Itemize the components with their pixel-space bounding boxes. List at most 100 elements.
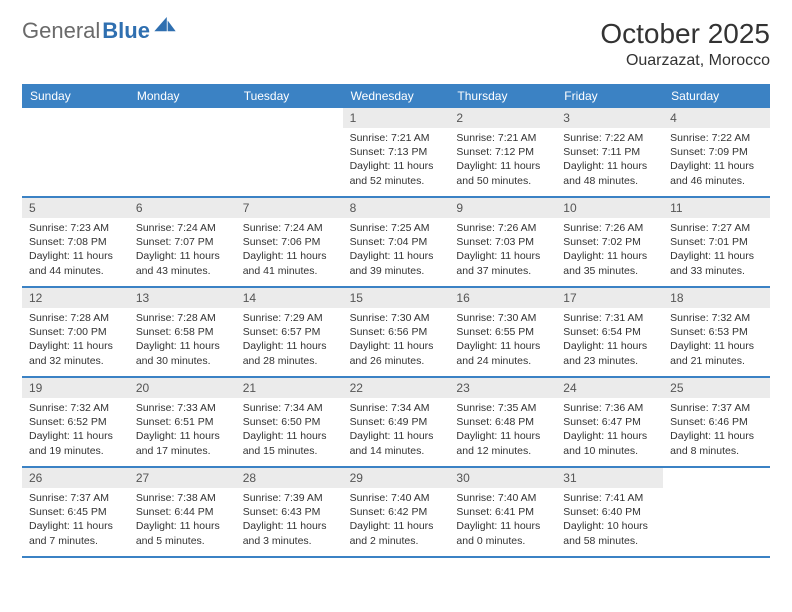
- sunrise-text: Sunrise: 7:28 AM: [136, 311, 229, 325]
- day-details: Sunrise: 7:26 AMSunset: 7:02 PMDaylight:…: [556, 218, 663, 284]
- day-number: 2: [449, 108, 556, 128]
- weekday-header: Saturday: [663, 84, 770, 108]
- sunrise-text: Sunrise: 7:21 AM: [456, 131, 549, 145]
- sunset-text: Sunset: 7:03 PM: [456, 235, 549, 249]
- daylight-text: Daylight: 11 hours and 14 minutes.: [350, 429, 443, 457]
- daylight-text: Daylight: 11 hours and 33 minutes.: [670, 249, 763, 277]
- day-number: 20: [129, 378, 236, 398]
- day-details: Sunrise: 7:37 AMSunset: 6:46 PMDaylight:…: [663, 398, 770, 464]
- day-number: 24: [556, 378, 663, 398]
- day-cell: 7Sunrise: 7:24 AMSunset: 7:06 PMDaylight…: [236, 198, 343, 286]
- day-details: [22, 128, 129, 137]
- brand-part1: General: [22, 18, 100, 44]
- day-details: Sunrise: 7:26 AMSunset: 7:03 PMDaylight:…: [449, 218, 556, 284]
- sunset-text: Sunset: 6:55 PM: [456, 325, 549, 339]
- daylight-text: Daylight: 11 hours and 3 minutes.: [243, 519, 336, 547]
- daylight-text: Daylight: 11 hours and 23 minutes.: [563, 339, 656, 367]
- sunset-text: Sunset: 6:51 PM: [136, 415, 229, 429]
- sunrise-text: Sunrise: 7:40 AM: [456, 491, 549, 505]
- sunrise-text: Sunrise: 7:32 AM: [29, 401, 122, 415]
- day-number: 12: [22, 288, 129, 308]
- day-cell: 31Sunrise: 7:41 AMSunset: 6:40 PMDayligh…: [556, 468, 663, 556]
- weekday-header: Thursday: [449, 84, 556, 108]
- day-number: 29: [343, 468, 450, 488]
- sunrise-text: Sunrise: 7:26 AM: [563, 221, 656, 235]
- sunrise-text: Sunrise: 7:33 AM: [136, 401, 229, 415]
- calendar-week: 26Sunrise: 7:37 AMSunset: 6:45 PMDayligh…: [22, 468, 770, 558]
- day-cell: 13Sunrise: 7:28 AMSunset: 6:58 PMDayligh…: [129, 288, 236, 376]
- daylight-text: Daylight: 11 hours and 50 minutes.: [456, 159, 549, 187]
- daylight-text: Daylight: 11 hours and 28 minutes.: [243, 339, 336, 367]
- sunset-text: Sunset: 6:57 PM: [243, 325, 336, 339]
- day-details: Sunrise: 7:30 AMSunset: 6:55 PMDaylight:…: [449, 308, 556, 374]
- daylight-text: Daylight: 11 hours and 15 minutes.: [243, 429, 336, 457]
- sunrise-text: Sunrise: 7:28 AM: [29, 311, 122, 325]
- sunrise-text: Sunrise: 7:38 AM: [136, 491, 229, 505]
- sunrise-text: Sunrise: 7:41 AM: [563, 491, 656, 505]
- day-details: Sunrise: 7:30 AMSunset: 6:56 PMDaylight:…: [343, 308, 450, 374]
- sunrise-text: Sunrise: 7:35 AM: [456, 401, 549, 415]
- day-cell: 2Sunrise: 7:21 AMSunset: 7:12 PMDaylight…: [449, 108, 556, 196]
- calendar-grid: SundayMondayTuesdayWednesdayThursdayFrid…: [22, 84, 770, 558]
- sunrise-text: Sunrise: 7:32 AM: [670, 311, 763, 325]
- day-cell: 18Sunrise: 7:32 AMSunset: 6:53 PMDayligh…: [663, 288, 770, 376]
- day-cell: 4Sunrise: 7:22 AMSunset: 7:09 PMDaylight…: [663, 108, 770, 196]
- day-details: Sunrise: 7:38 AMSunset: 6:44 PMDaylight:…: [129, 488, 236, 554]
- day-details: Sunrise: 7:35 AMSunset: 6:48 PMDaylight:…: [449, 398, 556, 464]
- day-number: 10: [556, 198, 663, 218]
- sunset-text: Sunset: 7:02 PM: [563, 235, 656, 249]
- day-details: [129, 128, 236, 137]
- sunset-text: Sunset: 6:41 PM: [456, 505, 549, 519]
- day-number: 7: [236, 198, 343, 218]
- day-cell: 25Sunrise: 7:37 AMSunset: 6:46 PMDayligh…: [663, 378, 770, 466]
- day-details: Sunrise: 7:39 AMSunset: 6:43 PMDaylight:…: [236, 488, 343, 554]
- daylight-text: Daylight: 11 hours and 48 minutes.: [563, 159, 656, 187]
- day-number: 30: [449, 468, 556, 488]
- day-cell: 3Sunrise: 7:22 AMSunset: 7:11 PMDaylight…: [556, 108, 663, 196]
- day-cell: 16Sunrise: 7:30 AMSunset: 6:55 PMDayligh…: [449, 288, 556, 376]
- day-details: Sunrise: 7:23 AMSunset: 7:08 PMDaylight:…: [22, 218, 129, 284]
- brand-logo: GeneralBlue: [22, 18, 176, 44]
- day-number: 4: [663, 108, 770, 128]
- sunrise-text: Sunrise: 7:22 AM: [563, 131, 656, 145]
- calendar-week: 19Sunrise: 7:32 AMSunset: 6:52 PMDayligh…: [22, 378, 770, 468]
- day-cell: [663, 468, 770, 556]
- sunrise-text: Sunrise: 7:27 AM: [670, 221, 763, 235]
- day-cell: 5Sunrise: 7:23 AMSunset: 7:08 PMDaylight…: [22, 198, 129, 286]
- sunset-text: Sunset: 6:40 PM: [563, 505, 656, 519]
- daylight-text: Daylight: 11 hours and 7 minutes.: [29, 519, 122, 547]
- daylight-text: Daylight: 11 hours and 19 minutes.: [29, 429, 122, 457]
- day-details: Sunrise: 7:40 AMSunset: 6:41 PMDaylight:…: [449, 488, 556, 554]
- daylight-text: Daylight: 11 hours and 43 minutes.: [136, 249, 229, 277]
- day-details: Sunrise: 7:27 AMSunset: 7:01 PMDaylight:…: [663, 218, 770, 284]
- day-cell: 9Sunrise: 7:26 AMSunset: 7:03 PMDaylight…: [449, 198, 556, 286]
- sunset-text: Sunset: 7:04 PM: [350, 235, 443, 249]
- day-cell: 20Sunrise: 7:33 AMSunset: 6:51 PMDayligh…: [129, 378, 236, 466]
- day-number: 18: [663, 288, 770, 308]
- day-cell: 1Sunrise: 7:21 AMSunset: 7:13 PMDaylight…: [343, 108, 450, 196]
- sunset-text: Sunset: 6:50 PM: [243, 415, 336, 429]
- day-cell: 29Sunrise: 7:40 AMSunset: 6:42 PMDayligh…: [343, 468, 450, 556]
- weekday-header: Monday: [129, 84, 236, 108]
- calendar-page: GeneralBlue October 2025 Ouarzazat, Moro…: [0, 0, 792, 576]
- day-number: 21: [236, 378, 343, 398]
- sunset-text: Sunset: 7:00 PM: [29, 325, 122, 339]
- day-number: 6: [129, 198, 236, 218]
- month-title: October 2025: [600, 18, 770, 50]
- sunset-text: Sunset: 6:48 PM: [456, 415, 549, 429]
- weeks-container: 1Sunrise: 7:21 AMSunset: 7:13 PMDaylight…: [22, 108, 770, 558]
- day-number: 11: [663, 198, 770, 218]
- daylight-text: Daylight: 11 hours and 8 minutes.: [670, 429, 763, 457]
- sunset-text: Sunset: 7:01 PM: [670, 235, 763, 249]
- day-details: Sunrise: 7:29 AMSunset: 6:57 PMDaylight:…: [236, 308, 343, 374]
- sail-icon: [154, 17, 176, 33]
- day-cell: 27Sunrise: 7:38 AMSunset: 6:44 PMDayligh…: [129, 468, 236, 556]
- day-number: 23: [449, 378, 556, 398]
- sunset-text: Sunset: 6:47 PM: [563, 415, 656, 429]
- location-label: Ouarzazat, Morocco: [600, 52, 770, 70]
- day-details: Sunrise: 7:24 AMSunset: 7:07 PMDaylight:…: [129, 218, 236, 284]
- day-cell: [129, 108, 236, 196]
- sunrise-text: Sunrise: 7:34 AM: [243, 401, 336, 415]
- sunset-text: Sunset: 6:53 PM: [670, 325, 763, 339]
- day-cell: 19Sunrise: 7:32 AMSunset: 6:52 PMDayligh…: [22, 378, 129, 466]
